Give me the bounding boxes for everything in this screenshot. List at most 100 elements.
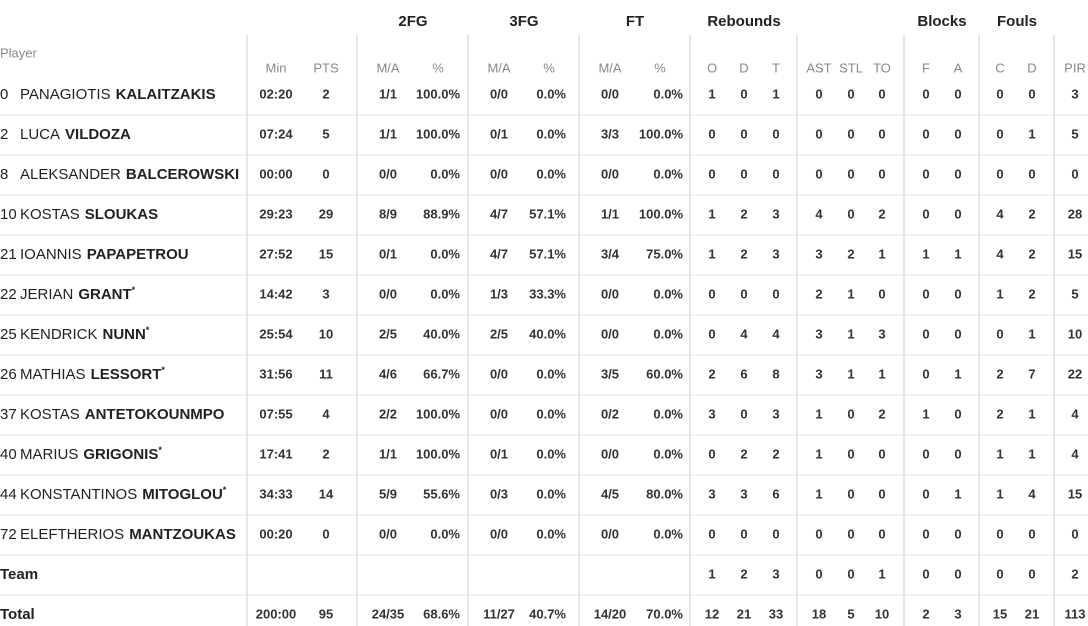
jersey-number: 40 — [0, 446, 17, 463]
stat-cell: 0/2 — [601, 406, 619, 421]
stat-cell: 1 — [847, 326, 854, 341]
starter-mark: * — [158, 445, 162, 455]
stat-cell: 0.0% — [536, 486, 566, 501]
stat-cell: 68.6% — [423, 606, 460, 621]
stat-cell: 0 — [954, 566, 961, 581]
stat-cell: 100.0% — [639, 206, 684, 221]
stat-cell: 75.0% — [646, 246, 683, 261]
stat-cell: 0 — [922, 486, 929, 501]
player-name: MARIUS GRIGONIS* — [20, 445, 162, 463]
column-header: C — [995, 60, 1004, 75]
stat-cell: 3 — [1071, 86, 1078, 101]
column-header: F — [922, 60, 930, 75]
stat-cell: 0 — [1028, 526, 1035, 541]
stat-cell: 88.9% — [423, 206, 460, 221]
stat-cell: 0 — [847, 206, 854, 221]
stat-cell: 0/0 — [601, 286, 619, 301]
stat-cell: 0 — [922, 126, 929, 141]
player-name: ALEKSANDER BALCEROWSKI — [20, 166, 239, 183]
stat-cell: 0/3 — [490, 486, 508, 501]
stat-cell: 0 — [1028, 86, 1035, 101]
stat-cell: 0/0 — [490, 406, 508, 421]
stat-cell: 6 — [740, 366, 747, 381]
column-header: TO — [873, 60, 891, 75]
player-name: KOSTAS ANTETOKOUNMPO — [20, 406, 225, 423]
stat-cell: 1 — [878, 566, 885, 581]
column-header: PTS — [313, 60, 339, 75]
stat-cell: 8 — [772, 366, 779, 381]
team-label: Team — [0, 566, 38, 583]
group-header: 3FG — [509, 13, 538, 30]
column-header: D — [1027, 60, 1036, 75]
jersey-number: 0 — [0, 86, 8, 103]
player-name: KONSTANTINOS MITOGLOU* — [20, 485, 227, 503]
stat-cell: 2 — [322, 446, 329, 461]
stat-cell: 0 — [996, 526, 1003, 541]
stat-cell: 4 — [996, 206, 1004, 221]
stat-cell: 3 — [708, 486, 715, 501]
player-name: KOSTAS SLOUKAS — [20, 206, 158, 223]
stat-cell: 0/0 — [490, 366, 508, 381]
first-name: ALEKSANDER — [20, 166, 121, 183]
stat-cell: 2 — [740, 446, 747, 461]
first-name: MARIUS — [20, 446, 78, 463]
column-header: % — [432, 60, 444, 75]
stat-cell: 1 — [954, 486, 961, 501]
stat-cell: 0 — [878, 526, 885, 541]
stat-cell: 33.3% — [529, 286, 566, 301]
stat-cell: 1/1 — [379, 446, 397, 461]
stat-cell: 0/0 — [601, 86, 619, 101]
stat-cell: 0 — [815, 126, 822, 141]
stat-cell: 0 — [954, 526, 961, 541]
stat-cell: 3 — [708, 406, 715, 421]
stat-cell: 0 — [708, 446, 715, 461]
stat-cell: 28 — [1068, 206, 1082, 221]
stat-cell: 0 — [954, 206, 961, 221]
first-name: LUCA — [20, 126, 60, 143]
stat-cell: 5 — [1071, 126, 1078, 141]
starter-mark: * — [146, 325, 150, 335]
stat-cell: 0 — [740, 166, 747, 181]
stat-cell: 4 — [1071, 446, 1079, 461]
stat-cell: 4 — [1028, 486, 1036, 501]
stat-cell: 3 — [772, 406, 779, 421]
stat-cell: 0 — [1071, 526, 1078, 541]
stat-cell: 0/1 — [490, 446, 508, 461]
stat-cell: 0 — [954, 446, 961, 461]
stat-cell: 07:55 — [259, 406, 292, 421]
stat-cell: 0.0% — [653, 526, 683, 541]
stat-cell: 0 — [922, 206, 929, 221]
stat-cell: 0 — [847, 166, 854, 181]
stat-cell: 3 — [772, 566, 779, 581]
column-header: STL — [839, 60, 863, 75]
stat-cell: 0 — [996, 166, 1003, 181]
stat-cell: 2 — [740, 206, 747, 221]
player-name: MATHIAS LESSORT* — [20, 365, 165, 383]
stat-cell: 80.0% — [646, 486, 683, 501]
stat-cell: 21 — [1025, 606, 1039, 621]
stat-cell: 33 — [769, 606, 783, 621]
stat-cell: 0/1 — [379, 246, 397, 261]
stat-cell: 3/3 — [601, 126, 619, 141]
stat-cell: 0/0 — [490, 86, 508, 101]
first-name: KENDRICK — [20, 326, 98, 343]
column-header: A — [954, 60, 963, 75]
stat-cell: 1 — [922, 246, 929, 261]
stat-cell: 0 — [708, 526, 715, 541]
stat-cell: 5 — [847, 606, 854, 621]
stat-cell: 0/0 — [379, 286, 397, 301]
column-header: T — [772, 60, 780, 75]
column-header: % — [654, 60, 666, 75]
stat-cell: 2/5 — [490, 326, 508, 341]
stat-cell: 0 — [815, 166, 822, 181]
stat-cell: 3/5 — [601, 366, 619, 381]
stat-cell: 1 — [708, 246, 715, 261]
stat-cell: 1 — [708, 86, 715, 101]
stat-cell: 29:23 — [259, 206, 292, 221]
column-header: AST — [806, 60, 831, 75]
stat-cell: 0 — [922, 566, 929, 581]
stat-cell: 0 — [815, 86, 822, 101]
jersey-number: 26 — [0, 366, 17, 383]
stat-cell: 2 — [847, 246, 854, 261]
